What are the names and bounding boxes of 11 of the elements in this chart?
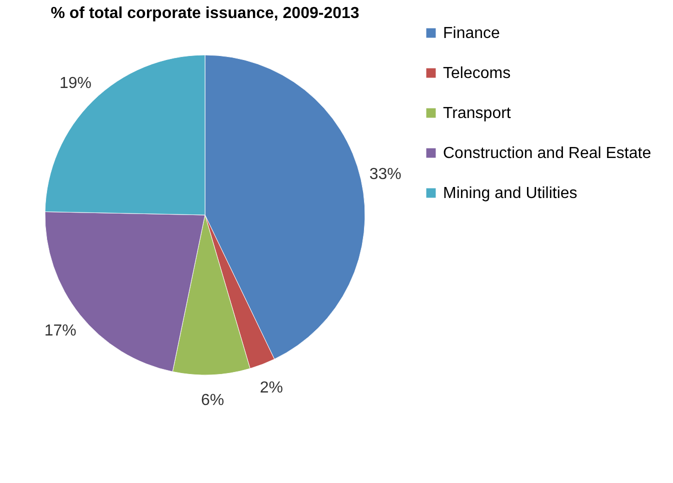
legend-label: Mining and Utilities <box>443 185 578 202</box>
data-label: 6% <box>200 392 224 409</box>
legend-label: Finance <box>443 25 500 42</box>
chart-title: % of total corporate issuance, 2009-2013 <box>50 5 360 22</box>
legend-label: Telecoms <box>443 65 511 82</box>
legend-label: Transport <box>443 105 512 122</box>
legend-label: Construction and Real Estate <box>443 145 652 162</box>
data-label: 17% <box>44 322 76 340</box>
data-label: 2% <box>260 380 283 397</box>
data-label: 33% <box>369 166 402 183</box>
data-label: 19% <box>60 74 92 92</box>
